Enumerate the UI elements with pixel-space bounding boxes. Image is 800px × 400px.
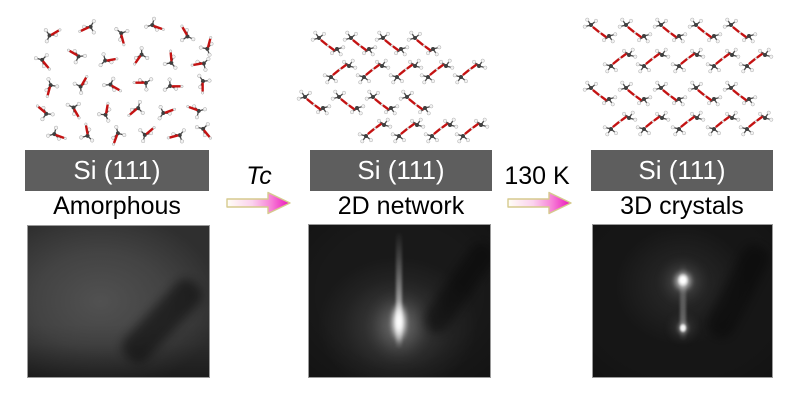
methanol-dimer: [454, 117, 490, 144]
methanol-molecule: [198, 36, 214, 57]
methanol-dimer: [322, 58, 358, 85]
methanol-dimer: [602, 110, 638, 137]
methanol-molecule: [127, 99, 145, 117]
shadow-rod: [702, 240, 772, 342]
phase-label-amorphous: Amorphous: [53, 192, 181, 220]
molecule-diagram-amorphous: [33, 16, 214, 146]
methanol-molecule: [97, 101, 112, 123]
methanol-molecule: [194, 122, 212, 140]
methanol-dimer: [652, 17, 688, 44]
methanol-molecule: [162, 49, 178, 70]
methanol-dimer: [357, 117, 393, 144]
methanol-dimer: [617, 80, 653, 107]
methanol-molecule: [157, 105, 176, 121]
methanol-molecule: [133, 46, 150, 66]
methanol-dimer: [388, 58, 424, 85]
methanol-dimer: [617, 17, 653, 44]
methanol-molecule: [190, 56, 211, 72]
vertical-streak: [680, 263, 686, 341]
molecule-diagrams: [33, 16, 774, 146]
diffraction-image-amorphous: [27, 225, 210, 378]
substrate-bar-amorphous: Si (111): [25, 150, 209, 191]
transition-label-130k: 130 K: [504, 162, 570, 190]
methanol-molecule: [144, 16, 165, 32]
methanol-dimer: [738, 47, 774, 74]
phase-label-3d-crystals: 3D crystals: [620, 192, 744, 220]
methanol-molecule: [78, 19, 96, 35]
molecule-diagram-3d-crystals: [582, 17, 774, 137]
methanol-dimer: [310, 30, 346, 57]
methanol-dimer: [670, 47, 706, 74]
methanol-molecule: [33, 53, 51, 71]
methanol-dimer: [722, 17, 758, 44]
substrate-label: Si (111): [638, 155, 726, 185]
methanol-molecule: [197, 73, 212, 95]
methanol-dimer: [687, 80, 723, 107]
methanol-molecule: [43, 28, 62, 44]
methanol-dimer: [582, 17, 618, 44]
molecule-diagram-2d-network: [296, 30, 490, 144]
methanol-molecule: [102, 76, 122, 93]
methanol-dimer: [330, 89, 366, 116]
specular-spot: [390, 301, 408, 343]
methanol-dimer: [364, 89, 400, 116]
methanol-dimer: [452, 58, 488, 85]
methanol-molecule: [72, 75, 89, 95]
methanol-dimer: [423, 117, 459, 144]
methanol-molecule: [166, 128, 186, 144]
methanol-molecule: [79, 122, 95, 143]
vertical-streak: [396, 231, 402, 349]
methanol-dimer: [705, 47, 741, 74]
diffraction-image-3d-crystals: [592, 224, 773, 378]
methanol-molecule: [111, 125, 127, 146]
methanol-dimer: [406, 30, 442, 57]
bragg-spot-2: [679, 323, 687, 333]
methanol-dimer: [670, 110, 706, 137]
methanol-dimer: [582, 80, 618, 107]
substrate-bar-3d-crystals: Si (111): [591, 150, 773, 191]
methanol-molecule: [35, 104, 55, 122]
methanol-dimer: [738, 110, 774, 137]
methanol-molecule: [132, 77, 154, 92]
shadow-rod: [116, 274, 208, 368]
bragg-spot-1: [677, 273, 689, 287]
methanol-molecule: [180, 24, 196, 43]
methanol-dimer: [705, 110, 741, 137]
methanol-molecule: [67, 48, 87, 65]
methanol-molecule: [46, 125, 67, 141]
methanol-dimer: [296, 89, 332, 116]
methanol-molecule: [162, 77, 184, 92]
methanol-dimer: [602, 47, 638, 74]
transition-arrow-icon: [226, 191, 291, 215]
methanol-molecule: [98, 52, 119, 68]
substrate-label: Si (111): [73, 155, 161, 185]
methanol-dimer: [398, 89, 434, 116]
methanol-dimer: [419, 58, 455, 85]
methanol-dimer: [635, 110, 671, 137]
methanol-dimer: [374, 30, 410, 57]
methanol-dimer: [635, 47, 671, 74]
substrate-label: Si (111): [357, 155, 445, 185]
transition-arrow-icon: [507, 191, 572, 215]
phase-label-2d-network: 2D network: [337, 192, 465, 220]
methanol-dimer: [355, 58, 391, 85]
methanol-dimer: [652, 80, 688, 107]
transition-label-tc: Tc: [246, 162, 272, 190]
substrate-bar-2d-network: Si (111): [310, 150, 492, 191]
methanol-dimer: [722, 80, 758, 107]
methanol-dimer: [342, 30, 378, 57]
methanol-molecule: [65, 101, 81, 120]
methanol-molecule: [44, 77, 60, 98]
methanol-molecule: [138, 126, 156, 144]
methanol-dimer: [687, 17, 723, 44]
methanol-molecule: [114, 27, 130, 47]
methanol-dimer: [390, 117, 426, 144]
diffraction-image-2d-network: [308, 224, 491, 378]
methanol-molecule: [186, 104, 207, 120]
